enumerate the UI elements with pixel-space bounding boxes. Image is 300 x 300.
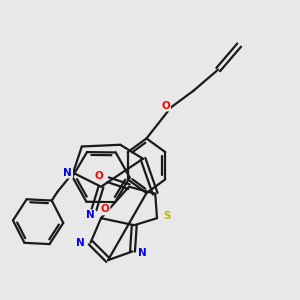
Text: O: O (95, 171, 104, 181)
Text: N: N (86, 210, 95, 220)
Text: N: N (76, 238, 84, 248)
Text: N: N (138, 248, 147, 258)
Text: S: S (163, 212, 170, 221)
Text: O: O (101, 204, 110, 214)
Text: O: O (161, 100, 170, 111)
Text: N: N (64, 168, 72, 178)
